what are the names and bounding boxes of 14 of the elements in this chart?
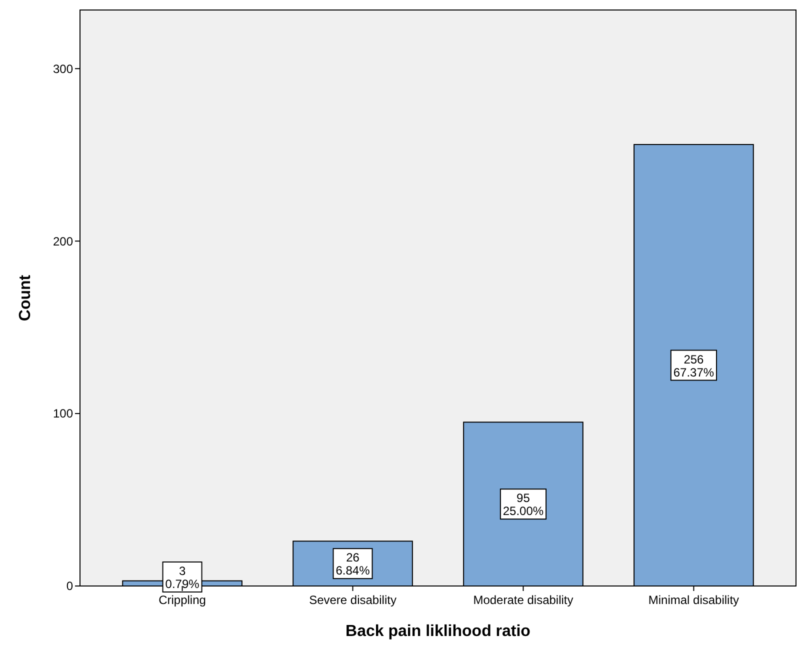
x-tick-label: Severe disability (309, 593, 396, 607)
y-tick-label: 200 (52, 234, 74, 248)
data-label: 95 25.00% (502, 491, 544, 518)
x-axis-title: Back pain liklihood ratio (346, 623, 531, 640)
data-label: 3 0.79% (165, 564, 200, 591)
y-axis-title: Count (17, 274, 34, 322)
x-tick-label: Moderate disability (473, 593, 574, 607)
data-label: 26 6.84% (336, 550, 370, 578)
data-label: 256 67.37% (673, 352, 714, 380)
x-tick-label: Minimal disability (648, 593, 740, 607)
x-tick-label: Crippling (158, 593, 206, 607)
y-tick-label: 100 (52, 406, 74, 421)
y-tick-label: 0 (66, 579, 74, 594)
y-tick-label: 300 (52, 62, 74, 76)
